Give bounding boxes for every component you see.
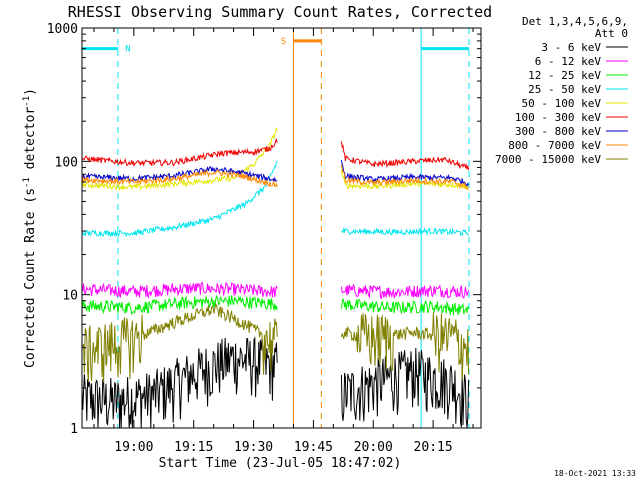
legend-title: Att 0 [595, 27, 628, 40]
x-tick-label: 19:30 [234, 440, 273, 455]
flag-label-S: S [281, 37, 286, 47]
series-line-5-1 [340, 141, 470, 171]
series-line-8-1 [340, 312, 470, 381]
y-tick-label: 10 [62, 289, 78, 304]
legend-label: 6 - 12 keV [535, 55, 602, 68]
x-axis-label: Start Time (23-Jul-05 18:47:02) [159, 456, 402, 471]
series-line-0-0 [81, 336, 278, 429]
x-tick-label: 19:00 [114, 440, 153, 455]
y-tick-label: 1 [70, 422, 78, 437]
legend-label: 50 - 100 keV [522, 97, 602, 110]
legend-label: 3 - 6 keV [541, 41, 601, 54]
series-line-7-1 [340, 164, 469, 190]
y-axis-label: Corrected Count Rate (s-1 detector-1) [22, 88, 38, 368]
series-line-7-0 [81, 169, 278, 187]
flag-label-N: N [125, 45, 130, 55]
series-line-6-1 [340, 160, 470, 187]
legend-label: 7000 - 15000 keV [495, 153, 601, 166]
x-tick-label: 19:15 [174, 440, 213, 455]
legend-label: 300 - 800 keV [515, 125, 601, 138]
series-line-4-1 [340, 169, 469, 191]
series-line-1-0 [81, 281, 278, 300]
x-tick-label: 20:15 [414, 440, 453, 455]
y-tick-label: 100 [55, 155, 78, 170]
series-line-1-1 [340, 283, 470, 299]
x-tick-label: 19:45 [294, 440, 333, 455]
series-line-3-1 [341, 226, 470, 237]
x-tick-label: 20:00 [354, 440, 393, 455]
series-line-2-0 [81, 295, 278, 316]
y-tick-label: 1000 [47, 22, 78, 37]
series-line-3-0 [81, 160, 278, 238]
series-line-2-1 [340, 298, 470, 316]
series-line-8-0 [81, 303, 278, 383]
series-line-0-1 [340, 347, 470, 429]
series-line-4-0 [81, 127, 278, 192]
plot-frame [81, 27, 482, 429]
legend-label: 12 - 25 keV [528, 69, 601, 82]
chart-title: RHESSI Observing Summary Count Rates, Co… [68, 3, 492, 21]
legend-label: 25 - 50 keV [528, 83, 601, 96]
footer-timestamp: 18-Oct-2021 13:33 [554, 469, 636, 478]
legend-label: 100 - 300 keV [515, 111, 601, 124]
legend-title: Det 1,3,4,5,6,9, [522, 15, 628, 28]
series-line-5-0 [81, 137, 278, 167]
legend-label: 800 - 7000 keV [508, 139, 601, 152]
